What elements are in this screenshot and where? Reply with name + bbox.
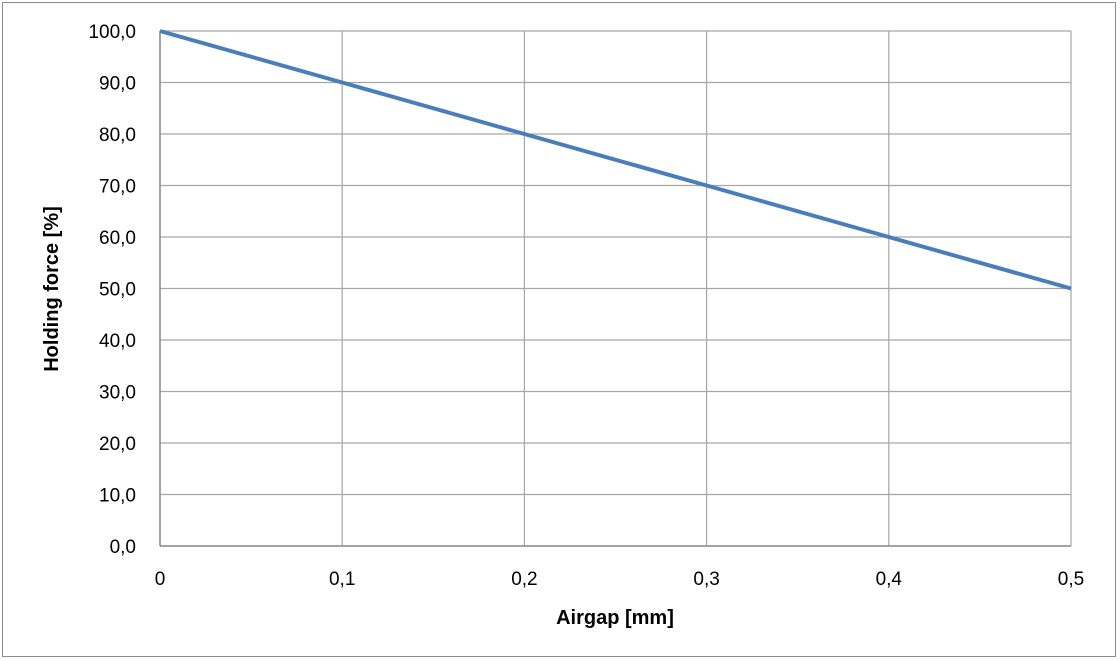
y-tick-labels: 0,0 10,0 20,0 30,0 40,0 50,0 60,0 70,0 80,0 90,0 1… [88,22,136,558]
y-axis-title: Holding force [%] [41,206,63,372]
y-tick-label: 20,0 [99,434,136,455]
y-tick-label: 100,0 [88,22,136,43]
x-tick-label: 0,4 [876,569,903,590]
y-tick-label: 90,0 [99,74,136,95]
y-tick-label: 0,0 [110,537,136,558]
y-tick-label: 70,0 [99,177,136,198]
y-tick-label: 50,0 [99,280,136,301]
y-tick-label: 60,0 [99,228,136,249]
grid [159,30,1072,547]
y-tick-label: 80,0 [99,125,136,146]
x-tick-label: 0,2 [511,569,537,590]
y-tick-label: 10,0 [99,486,136,507]
y-tick-label: 40,0 [99,331,136,352]
x-axis-title: Airgap [mm] [556,607,674,629]
x-tick-labels: 0 0,1 0,2 0,3 0,4 0,5 [155,569,1085,590]
series-lines [159,29,1072,291]
x-tick-label: 0,1 [329,569,355,590]
series-line-0 [159,29,1072,291]
y-tick-label: 30,0 [99,383,136,404]
x-tick-label: 0,5 [1058,569,1084,590]
x-tick-label: 0,3 [693,569,719,590]
x-tick-label: 0 [155,569,166,590]
